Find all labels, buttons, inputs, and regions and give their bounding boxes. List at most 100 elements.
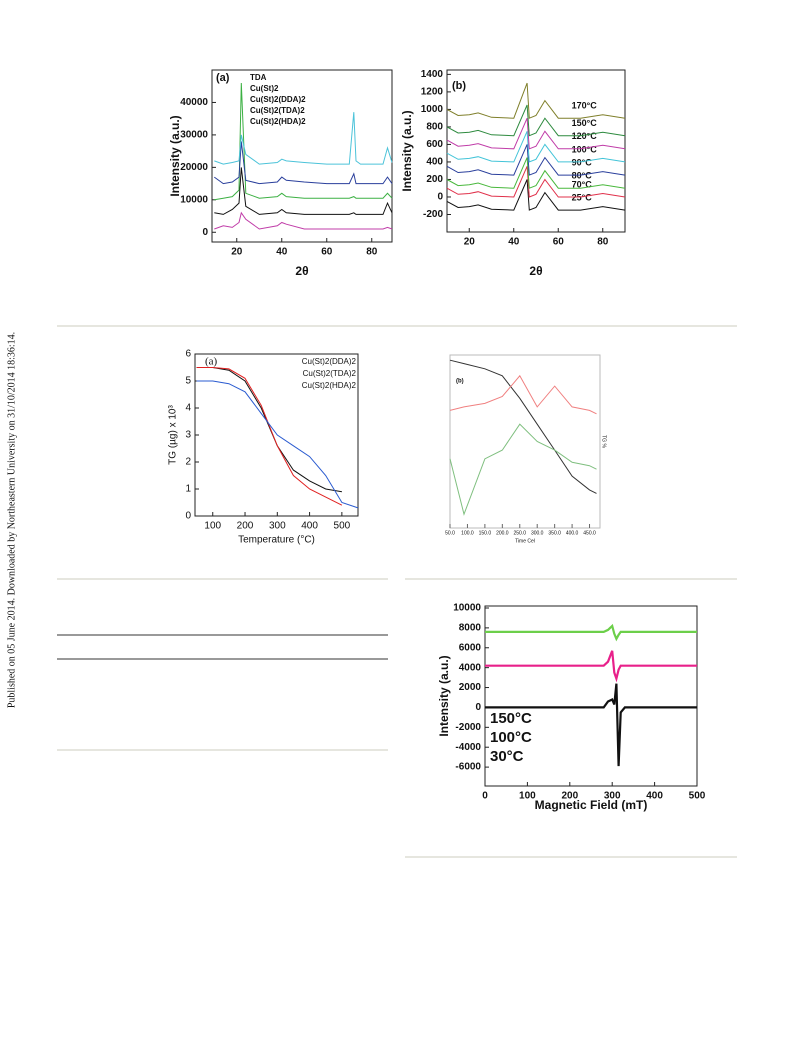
legend-label: 150°C xyxy=(572,118,598,128)
y-axis-label: Intensity (a.u.) xyxy=(168,115,182,196)
y-tick-label: 10000 xyxy=(180,194,208,205)
x-axis-label: 2θ xyxy=(529,264,542,278)
x-tick-label: 100 xyxy=(519,791,536,802)
plot-frame xyxy=(446,69,626,233)
legend-label: Cu(St)2(DDA)2 xyxy=(302,357,357,366)
y-axis-label: Intensity (a.u.) xyxy=(400,110,414,191)
legend-label: 70°C xyxy=(572,179,593,189)
x-tick-label: 40 xyxy=(508,237,520,248)
y-tick-label: 1200 xyxy=(421,87,444,98)
y-tick-label: 20000 xyxy=(180,162,208,173)
series-line xyxy=(446,166,626,198)
plot-frame xyxy=(449,354,601,529)
x-axis-label: Time Cel xyxy=(515,538,535,544)
y-tick-label: 0 xyxy=(202,227,208,238)
y-tick-label: 10000 xyxy=(453,603,481,614)
x-tick-label: 20 xyxy=(231,247,243,258)
y-tick-label: -4000 xyxy=(455,742,481,753)
y-tick-label: 4 xyxy=(185,403,191,414)
y-tick-label: -6000 xyxy=(455,762,481,773)
y-axis-label: TG (µg) x 10³ xyxy=(168,405,179,465)
y-tick-label: 1400 xyxy=(421,69,444,80)
series-line xyxy=(214,141,393,185)
y-axis-label: Intensity (a.u.) xyxy=(437,655,451,736)
series-line xyxy=(196,380,359,509)
legend-label: 90°C xyxy=(572,157,593,167)
legend-label: Cu(St)2 xyxy=(250,84,279,93)
y-axis-label: TG % xyxy=(601,435,607,448)
panel-label: (b) xyxy=(456,379,464,385)
x-tick-label: 200 xyxy=(237,521,254,532)
x-tick-label: 50.0 xyxy=(445,530,455,536)
x-tick-label: 0 xyxy=(482,791,488,802)
legend-label: 120°C xyxy=(572,131,598,141)
y-tick-label: 2 xyxy=(185,457,191,468)
y-tick-label: 40000 xyxy=(180,97,208,108)
x-axis-label: 2θ xyxy=(295,264,308,278)
y-tick-label: 400 xyxy=(426,157,443,168)
x-tick-label: 200 xyxy=(561,791,578,802)
x-axis-label: Magnetic Field (mT) xyxy=(535,798,648,812)
x-tick-label: 80 xyxy=(366,247,378,258)
series-line xyxy=(449,374,597,415)
x-tick-label: 20 xyxy=(464,237,476,248)
panel-label: (a) xyxy=(216,72,230,84)
series-line xyxy=(485,623,697,642)
panel-label: (a) xyxy=(205,356,218,368)
series-line xyxy=(196,367,343,506)
legend-label: Cu(St)2(DDA)2 xyxy=(250,95,306,104)
y-tick-label: 0 xyxy=(475,702,481,713)
y-tick-label: 2000 xyxy=(459,682,482,693)
y-tick-label: 600 xyxy=(426,139,443,150)
series-line xyxy=(214,112,393,165)
y-tick-label: 6000 xyxy=(459,642,482,653)
x-tick-label: 350.0 xyxy=(548,530,561,536)
y-tick-label: -200 xyxy=(423,209,443,220)
legend-label: 150°C xyxy=(490,710,532,727)
y-tick-label: 30000 xyxy=(180,130,208,141)
series-line xyxy=(214,211,393,230)
x-tick-label: 60 xyxy=(321,247,333,258)
series-line xyxy=(446,82,626,119)
y-tick-label: 0 xyxy=(185,511,191,522)
series-line xyxy=(446,104,626,137)
series-line xyxy=(446,157,626,189)
plot-frame xyxy=(194,353,359,517)
x-tick-label: 200.0 xyxy=(496,530,509,536)
margin-note: Published on 05 June 2014. Downloaded by… xyxy=(6,332,17,708)
x-tick-label: 250.0 xyxy=(514,530,527,536)
y-tick-label: 0 xyxy=(437,192,443,203)
x-tick-label: 80 xyxy=(597,237,609,248)
x-tick-label: 400 xyxy=(301,521,318,532)
legend-label: 30°C xyxy=(490,748,524,765)
series-line xyxy=(446,179,626,211)
series-line xyxy=(214,167,393,215)
x-tick-label: 450.0 xyxy=(583,530,596,536)
y-tick-label: 800 xyxy=(426,122,443,133)
series-line xyxy=(485,650,697,683)
x-tick-label: 500 xyxy=(334,521,351,532)
plot-frame xyxy=(211,69,393,243)
panel-label: (b) xyxy=(452,80,466,92)
y-tick-label: 6 xyxy=(185,349,191,360)
y-tick-label: 200 xyxy=(426,174,443,185)
series-line xyxy=(446,131,626,163)
x-tick-label: 60 xyxy=(553,237,565,248)
series-line xyxy=(449,423,597,516)
legend-label: Cu(St)2(TDA)2 xyxy=(303,369,357,378)
x-tick-label: 40 xyxy=(276,247,288,258)
x-tick-label: 100 xyxy=(204,521,221,532)
x-tick-label: 300 xyxy=(604,791,621,802)
legend-label: 100°C xyxy=(572,144,598,154)
legend-label: Cu(St)2(TDA)2 xyxy=(250,106,305,115)
plot-frame xyxy=(484,605,698,787)
x-tick-label: 300 xyxy=(269,521,286,532)
y-tick-label: 8000 xyxy=(459,623,482,634)
series-line xyxy=(446,144,626,176)
x-tick-label: 300.0 xyxy=(531,530,544,536)
y-tick-label: 1000 xyxy=(421,104,444,115)
y-tick-label: 1 xyxy=(185,484,191,495)
x-tick-label: 400.0 xyxy=(566,530,579,536)
legend-label: 80°C xyxy=(572,171,593,181)
